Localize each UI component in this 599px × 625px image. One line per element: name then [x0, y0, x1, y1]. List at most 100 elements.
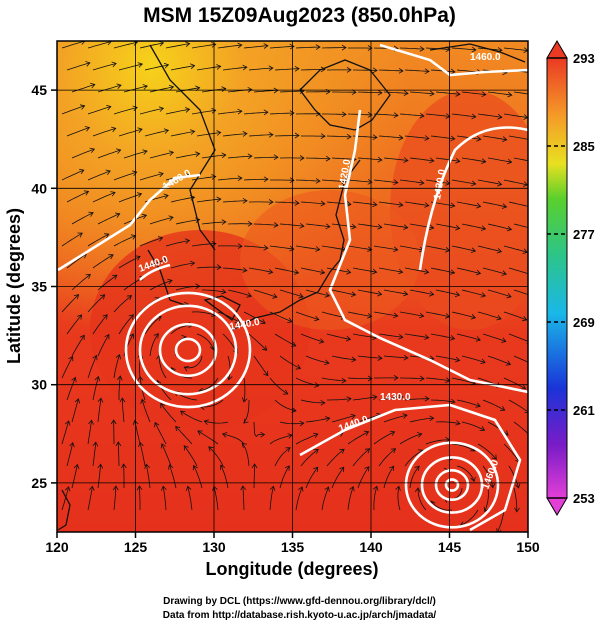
- streamline: [198, 377, 219, 392]
- coastline: [231, 159, 361, 331]
- streamline: [513, 421, 528, 435]
- streamline: [279, 421, 304, 425]
- streamline-arrow: [502, 136, 508, 142]
- streamline-arrow: [470, 247, 477, 253]
- streamline-arrow: [475, 269, 482, 276]
- streamline-arrow: [247, 153, 253, 160]
- streamline: [326, 448, 345, 467]
- streamline: [121, 398, 125, 423]
- streamline-arrow: [138, 441, 144, 448]
- streamline: [113, 235, 136, 247]
- streamline: [417, 487, 427, 511]
- streamline-arrow: [242, 197, 248, 204]
- streamline-arrow: [497, 180, 503, 187]
- x-tick-label: 145: [438, 539, 462, 555]
- streamline: [425, 113, 450, 117]
- streamline: [300, 333, 324, 343]
- streamline-arrow: [528, 137, 532, 142]
- streamline: [279, 289, 304, 298]
- streamline-arrow: [211, 42, 217, 48]
- streamline: [435, 223, 460, 229]
- streamline-arrow: [203, 419, 209, 425]
- streamline-arrow: [287, 317, 293, 323]
- streamline-arrow: [221, 288, 227, 295]
- streamline-arrow: [154, 421, 160, 428]
- contour-label: 1420.0: [432, 168, 448, 200]
- streamline-arrow: [489, 483, 496, 489]
- streamline: [196, 266, 222, 269]
- streamline: [139, 485, 141, 510]
- streamline: [461, 355, 486, 363]
- streamline-arrow: [454, 291, 461, 298]
- streamline: [477, 245, 502, 253]
- streamline-arrow: [175, 425, 181, 432]
- streamline: [113, 41, 138, 49]
- streamline-arrow: [367, 375, 373, 382]
- streamline: [461, 289, 486, 297]
- streamline: [175, 426, 193, 445]
- streamline: [513, 157, 528, 162]
- streamline-arrow: [119, 397, 126, 403]
- streamline-arrow: [367, 45, 373, 51]
- streamline: [87, 41, 112, 49]
- streamline: [508, 135, 528, 140]
- y-tick-label: 30: [31, 377, 47, 393]
- streamline-arrow: [251, 463, 258, 469]
- streamline: [404, 398, 429, 401]
- streamline-arrow: [167, 278, 173, 285]
- colorbar-tick-label: 261: [573, 403, 595, 418]
- streamline-arrow: [313, 448, 319, 454]
- streamline-arrow: [88, 419, 94, 425]
- streamline-arrow: [64, 486, 71, 492]
- streamline: [404, 333, 429, 339]
- streamline: [160, 403, 177, 423]
- streamline-arrow: [115, 353, 121, 360]
- streamline-arrow: [158, 41, 165, 47]
- streamline-arrow: [450, 135, 456, 142]
- streamline: [118, 128, 143, 137]
- streamline-arrow: [390, 448, 397, 454]
- contour-label: 1420.0: [337, 158, 353, 190]
- streamline-arrow: [533, 227, 538, 232]
- streamline: [295, 486, 303, 511]
- streamline: [269, 112, 295, 115]
- streamline: [425, 439, 450, 445]
- streamline: [200, 399, 224, 408]
- streamline-arrow: [483, 506, 489, 513]
- streamline-arrow: [195, 151, 201, 158]
- streamline: [71, 464, 78, 489]
- streamline-arrow: [240, 485, 247, 491]
- streamline: [435, 421, 460, 425]
- streamline-arrow: [242, 131, 248, 137]
- streamline-arrow: [289, 177, 295, 184]
- streamline: [274, 135, 299, 137]
- streamline-arrow: [372, 134, 378, 141]
- streamline: [425, 179, 450, 184]
- streamline-arrow: [471, 113, 477, 120]
- streamline: [191, 311, 216, 316]
- streamline-arrow: [471, 180, 477, 187]
- streamline-arrow: [414, 487, 421, 493]
- contour-line: [379, 43, 528, 77]
- streamline: [409, 289, 434, 295]
- streamline-arrow: [531, 362, 536, 367]
- streamline-arrow: [110, 419, 117, 425]
- streamline-arrow: [393, 312, 399, 319]
- streamline-arrow: [521, 315, 528, 322]
- streamline: [279, 355, 301, 369]
- streamline: [162, 486, 167, 511]
- streamline: [248, 333, 267, 351]
- contour-line: [57, 173, 201, 272]
- streamline: [253, 421, 265, 438]
- streamline: [274, 201, 300, 204]
- streamline-arrow: [455, 224, 461, 231]
- streamline-arrow: [315, 44, 321, 50]
- streamline-arrow: [398, 394, 404, 401]
- streamline: [347, 486, 354, 511]
- streamline-arrow: [237, 108, 243, 115]
- streamline-arrow: [168, 464, 174, 470]
- streamline-arrow: [241, 397, 248, 403]
- streamline-arrow: [367, 313, 373, 319]
- streamline-arrow: [284, 465, 290, 471]
